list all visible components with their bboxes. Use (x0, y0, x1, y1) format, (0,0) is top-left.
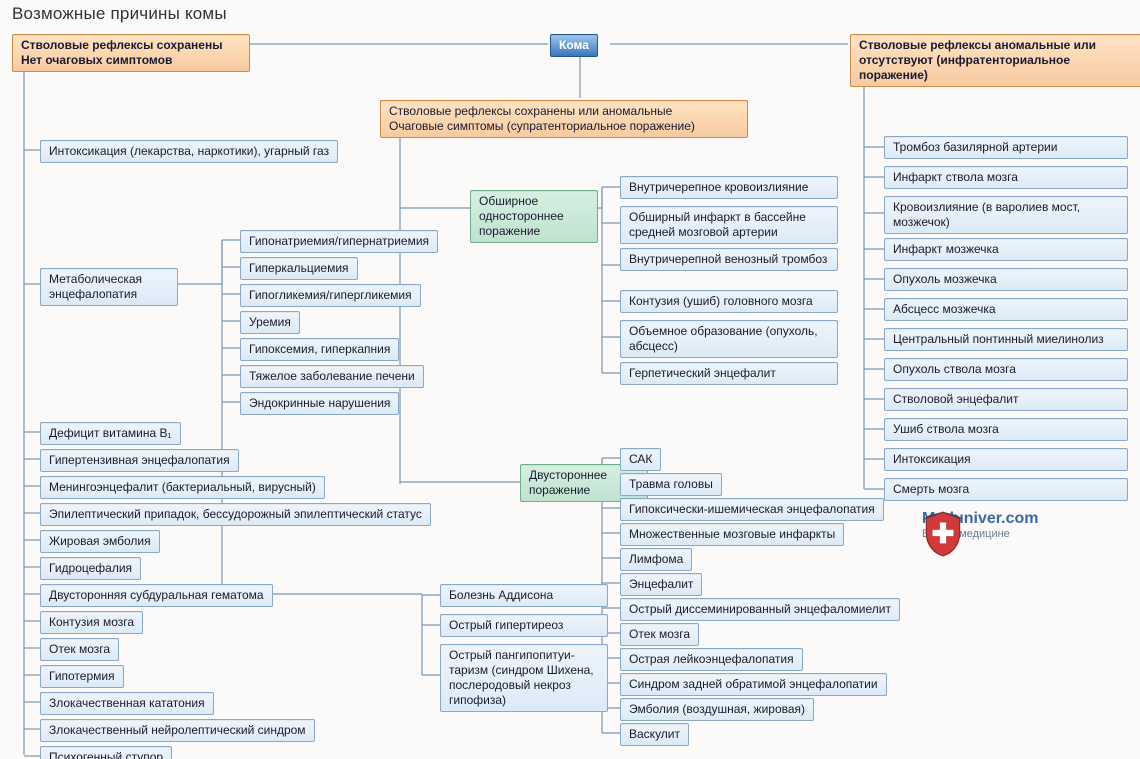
node: Болезнь Аддисона (440, 584, 608, 607)
node: Острый диссеминированный энцефаломиелит (620, 598, 900, 621)
left-branch-header: Стволовые рефлексы сохраненыНет очаговых… (12, 34, 250, 72)
center-branch-header: Стволовые рефлексы сохранены или аномаль… (380, 100, 748, 138)
node: Травма головы (620, 473, 722, 496)
node: Дефицит витамина B₁ (40, 422, 181, 445)
node: Гипертензивная энцефалопатия (40, 449, 239, 472)
node: Эмболия (воздушная, жировая) (620, 698, 814, 721)
right-branch-header: Стволовые рефлексы аномальные или отсутс… (850, 34, 1140, 87)
node: Контузия (ушиб) головного мозга (620, 290, 838, 313)
node: Лимфома (620, 548, 692, 571)
node: Стволовой энцефалит (884, 388, 1128, 411)
node: Васкулит (620, 723, 689, 746)
node: Двусторонняя субдуральная гематома (40, 584, 273, 607)
node: Психогенный ступор (40, 746, 172, 759)
node: Злокачественная кататония (40, 692, 214, 715)
page-title: Возможные причины комы (12, 4, 227, 24)
node: САК (620, 448, 661, 471)
node: Острый гипертиреоз (440, 614, 608, 637)
node: Гипонатриемия/гипернатриемия (240, 230, 438, 253)
logo-title: Meduniver.com (922, 510, 1038, 528)
node: Острая лейкоэнцефалопатия (620, 648, 803, 671)
node: Инфаркт ствола мозга (884, 166, 1128, 189)
node: Ушиб ствола мозга (884, 418, 1128, 441)
node: Эпилептический припадок, бессудорожный э… (40, 503, 431, 526)
node: Центральный понтинный миелинолиз (884, 328, 1128, 351)
node: Жировая эмболия (40, 530, 160, 553)
node: Инфаркт мозжечка (884, 238, 1128, 261)
node: Обширный инфаркт в бассейне средней мозг… (620, 206, 838, 244)
node: Обширное одностороннее поражение (470, 190, 598, 243)
node: Гипоксически-ишемическая энцефалопатия (620, 498, 884, 521)
node: Злокачественный нейролептический синдром (40, 719, 315, 742)
node: Опухоль мозжечка (884, 268, 1128, 291)
node: Гипоксемия, гиперкапния (240, 338, 399, 361)
node: Внутричерепной венозный тромбоз (620, 248, 838, 271)
node: Метаболическая энцефалопатия (40, 268, 178, 306)
node: Множественные мозговые инфаркты (620, 523, 844, 546)
node: Смерть мозга (884, 478, 1128, 501)
node: Герпетический энцефалит (620, 362, 838, 385)
node: Объемное образование (опухоль, абсцесс) (620, 320, 838, 358)
node: Энцефалит (620, 573, 702, 596)
logo-subtitle: Все по медицине (922, 528, 1038, 540)
node: Контузия мозга (40, 611, 143, 634)
node: Кровоизлияние (в варолиев мост, мозжечок… (884, 196, 1128, 234)
root-node: Кома (550, 34, 598, 57)
watermark-logo: Meduniver.com Все по медицине (922, 510, 1038, 540)
node: Менингоэнцефалит (бактериальный, вирусны… (40, 476, 325, 499)
node: Тромбоз базилярной артерии (884, 136, 1128, 159)
node: Отек мозга (40, 638, 119, 661)
node: Отек мозга (620, 623, 699, 646)
node: Гидроцефалия (40, 557, 141, 580)
node: Внутричерепное кровоизлияние (620, 176, 838, 199)
node: Уремия (240, 311, 300, 334)
node: Эндокринные нарушения (240, 392, 399, 415)
node: Гипогликемия/гипергликемия (240, 284, 421, 307)
node: Синдром задней обратимой энцефалопатии (620, 673, 887, 696)
node: Абсцесс мозжечка (884, 298, 1128, 321)
diagram-stage: Возможные причины комы Кома Стволовые ре… (0, 0, 1140, 759)
node: Интоксикация (лекарства, наркотики), уга… (40, 140, 338, 163)
node: Гипотермия (40, 665, 124, 688)
node: Опухоль ствола мозга (884, 358, 1128, 381)
node: Гиперкальциемия (240, 257, 358, 280)
node: Интоксикация (884, 448, 1128, 471)
node: Тяжелое заболевание печени (240, 365, 424, 388)
node: Острый пангипопитуи- таризм (синдром Ших… (440, 644, 608, 712)
